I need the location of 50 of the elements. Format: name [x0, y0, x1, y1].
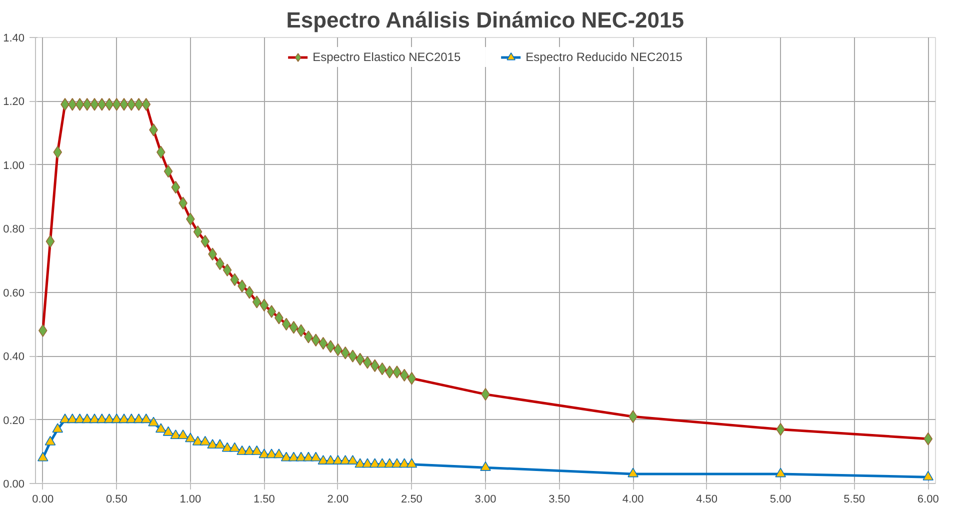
y-tick-label: 0.60: [3, 287, 25, 300]
point: [347, 455, 358, 464]
chart-title: Espectro Análisis Dinámico NEC-2015: [286, 8, 684, 32]
point: [628, 468, 638, 478]
y-tick-label: 0.20: [3, 414, 25, 427]
x-tick-label: 2.50: [401, 494, 422, 506]
x-tick-label: 5.50: [844, 494, 866, 506]
point: [162, 426, 174, 436]
x-tick-label: 5.00: [770, 494, 792, 506]
point: [178, 430, 188, 439]
point: [274, 448, 284, 458]
x-tick-label: 3.00: [474, 494, 496, 506]
point: [44, 436, 56, 446]
y-tick-label: 0.80: [3, 224, 25, 236]
x-tick-label: 4.00: [622, 494, 644, 506]
x-tick-label: 0.00: [32, 494, 54, 506]
point: [310, 452, 322, 462]
y-tick-label: 0.00: [3, 478, 25, 490]
point: [140, 414, 152, 424]
point: [229, 442, 240, 452]
legend-label: Espectro Reducido NEC2015: [526, 50, 682, 64]
x-tick-label: 6.00: [917, 494, 939, 506]
point: [406, 458, 418, 468]
x-tick-label: 1.00: [180, 494, 202, 506]
point: [303, 452, 314, 462]
point: [775, 468, 786, 478]
x-tick-label: 3.50: [548, 494, 570, 506]
point: [214, 439, 226, 449]
point: [288, 452, 300, 462]
y-tick-label: 1.40: [3, 32, 25, 44]
x-tick-label: 1.50: [253, 494, 275, 506]
point: [244, 445, 255, 455]
point: [156, 423, 166, 433]
point: [52, 423, 64, 433]
point: [37, 452, 48, 462]
legend-label: Espectro Elastico NEC2015: [312, 50, 461, 64]
point: [296, 452, 306, 462]
y-tick-label: 1.20: [3, 96, 25, 108]
y-tick-label: 0.40: [3, 351, 25, 364]
point: [236, 445, 248, 455]
point: [185, 432, 196, 442]
point: [148, 416, 159, 426]
x-tick-label: 4.50: [696, 494, 718, 506]
point: [480, 461, 491, 471]
point: [922, 470, 934, 480]
point: [251, 445, 262, 455]
point: [200, 436, 211, 446]
y-tick-label: 1.00: [3, 160, 25, 172]
x-tick-label: 2.00: [327, 494, 349, 506]
x-tick-label: 0.50: [106, 494, 128, 506]
